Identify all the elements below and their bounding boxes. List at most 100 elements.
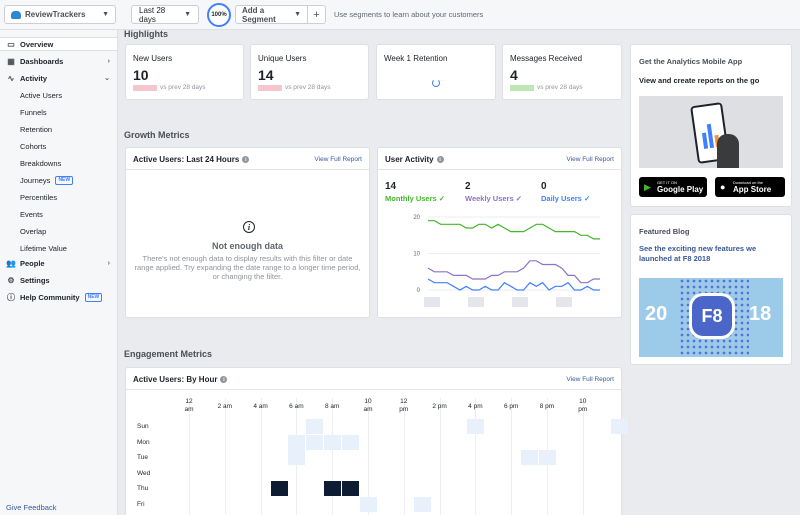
heatmap-cell[interactable] bbox=[324, 481, 342, 497]
stat-value: 10 bbox=[133, 67, 149, 83]
date-range-label: Last 28 days bbox=[139, 5, 166, 24]
info-icon[interactable]: i bbox=[436, 156, 444, 164]
give-feedback-link[interactable]: Give Feedback bbox=[6, 503, 57, 512]
heatmap-cell[interactable] bbox=[342, 434, 360, 450]
sidebar-item-active-users[interactable]: Active Users bbox=[0, 88, 118, 102]
heatmap-cell[interactable] bbox=[342, 481, 360, 497]
view-full-report-link[interactable]: View Full Report bbox=[566, 156, 614, 163]
google-play-icon: ▶ bbox=[644, 182, 651, 192]
heatmap-cell[interactable] bbox=[288, 450, 306, 466]
stat-compare: vs prev 28 days bbox=[133, 84, 206, 91]
heatmap-cell[interactable] bbox=[467, 419, 485, 434]
new-badge: NEW bbox=[55, 175, 74, 185]
mobile-app-card: Get the Analytics Mobile App View and cr… bbox=[630, 44, 792, 207]
hour-gridline bbox=[224, 398, 226, 515]
view-full-report-link[interactable]: View Full Report bbox=[566, 376, 614, 383]
app-store-small-text: Download on the bbox=[733, 180, 764, 185]
app-selector[interactable]: ReviewTrackers ▼ bbox=[4, 5, 116, 24]
user-activity-chart: 20 10 0 bbox=[413, 215, 600, 307]
weekly-users-value: 2 bbox=[465, 181, 471, 192]
hour-gridline bbox=[332, 398, 334, 515]
change-indicator bbox=[133, 84, 157, 91]
heatmap-cell[interactable] bbox=[360, 497, 377, 512]
hand-icon bbox=[717, 134, 739, 168]
hour-gridline bbox=[260, 398, 262, 515]
new-users-card[interactable]: New Users 10 vs prev 28 days bbox=[125, 44, 244, 100]
sidebar-item-label: Dashboards bbox=[20, 56, 64, 66]
sidebar-item-settings[interactable]: ⚙ Settings bbox=[0, 273, 118, 287]
heatmap-cell[interactable] bbox=[610, 419, 628, 434]
heatmap-cell[interactable] bbox=[288, 434, 306, 450]
sidebar-item-overlap[interactable]: Overlap bbox=[0, 224, 118, 238]
hour-label: 8 pm bbox=[539, 403, 555, 410]
unique-users-card[interactable]: Unique Users 14 vs prev 28 days bbox=[250, 44, 369, 100]
top-bar: ReviewTrackers ▼ Last 28 days ▼ 100% Add… bbox=[0, 0, 800, 30]
card-header: User Activity i View Full Report bbox=[378, 148, 621, 170]
engagement-metrics-title: Engagement Metrics bbox=[124, 349, 213, 359]
sidebar-item-funnels[interactable]: Funnels bbox=[0, 105, 118, 119]
featured-blog-title: Featured Blog bbox=[639, 227, 690, 236]
sidebar-item-lifetime-value[interactable]: Lifetime Value bbox=[0, 241, 118, 255]
sidebar-item-label: Retention bbox=[20, 124, 53, 134]
google-play-button[interactable]: ▶ GET IT ON Google Play bbox=[639, 177, 707, 197]
heatmap-cell[interactable] bbox=[324, 434, 342, 450]
sidebar-item-label: Cohorts bbox=[20, 141, 47, 151]
y-tick-label: 0 bbox=[417, 288, 421, 294]
monthly-users-toggle[interactable]: Monthly Users ✓ bbox=[385, 194, 446, 203]
add-segment-button[interactable]: Add a Segment ▼ bbox=[235, 5, 308, 24]
sidebar-item-label: Events bbox=[20, 209, 43, 219]
gear-icon: ⚙ bbox=[7, 275, 15, 285]
sidebar-item-people[interactable]: 👥 People › bbox=[0, 256, 118, 270]
daily-users-toggle[interactable]: Daily Users ✓ bbox=[541, 194, 591, 203]
heatmap-cell[interactable] bbox=[539, 450, 556, 466]
sidebar-item-label: People bbox=[20, 258, 45, 268]
add-segment-plus-button[interactable]: + bbox=[308, 5, 326, 24]
hour-label: 4 pm bbox=[468, 403, 483, 410]
series-line-monthly-users bbox=[428, 220, 600, 240]
x-tick-label-redacted bbox=[556, 297, 572, 307]
week1-retention-card[interactable]: Week 1 Retention bbox=[376, 44, 496, 100]
sidebar-item-breakdowns[interactable]: Breakdowns bbox=[0, 156, 118, 170]
heatmap-cell[interactable] bbox=[413, 497, 431, 512]
sidebar-item-label: Journeys bbox=[20, 175, 51, 185]
mobile-app-title: Get the Analytics Mobile App bbox=[639, 57, 743, 66]
sidebar-item-journeys[interactable]: Journeys NEW bbox=[0, 173, 118, 187]
sidebar-item-retention[interactable]: Retention bbox=[0, 122, 118, 136]
active-users-24h-card: Active Users: Last 24 Hours i View Full R… bbox=[125, 147, 370, 318]
sample-percent-indicator[interactable]: 100% bbox=[207, 3, 231, 27]
view-full-report-link[interactable]: View Full Report bbox=[314, 156, 362, 163]
hour-gridline bbox=[511, 398, 513, 515]
series-line-daily-users bbox=[427, 278, 600, 291]
app-name: ReviewTrackers bbox=[25, 10, 86, 19]
sidebar-item-events[interactable]: Events bbox=[0, 207, 118, 221]
app-store-button[interactable]: ● Download on the App Store bbox=[715, 177, 785, 197]
info-icon[interactable]: i bbox=[242, 156, 250, 164]
hour-label: 6 pm bbox=[503, 403, 519, 410]
info-icon[interactable]: i bbox=[220, 376, 228, 384]
hour-gridline bbox=[439, 398, 441, 515]
sidebar-item-percentiles[interactable]: Percentiles bbox=[0, 190, 118, 204]
card-title: Active Users: By Hour i bbox=[133, 375, 228, 384]
f8-blog-image[interactable]: 20 F8 18 bbox=[639, 278, 783, 357]
hour-label: 12 pm bbox=[399, 398, 409, 413]
sidebar-item-cohorts[interactable]: Cohorts bbox=[0, 139, 118, 153]
blog-article-link[interactable]: See the exciting new features we launche… bbox=[639, 244, 757, 263]
add-segment-label: Add a Segment bbox=[242, 5, 276, 24]
heatmap-cell[interactable] bbox=[306, 434, 324, 450]
app-store-big-text: App Store bbox=[733, 185, 772, 194]
heatmap-cell[interactable] bbox=[306, 419, 324, 434]
sidebar-item-help-community[interactable]: ⓘ Help Community NEW bbox=[0, 290, 118, 304]
heatmap-cell[interactable] bbox=[270, 481, 288, 497]
heatmap-cell[interactable] bbox=[521, 450, 539, 466]
sidebar: ▭ Overview ▦ Dashboards › ∿ Activity ⌄ A… bbox=[0, 30, 118, 515]
weekly-users-toggle[interactable]: Weekly Users ✓ bbox=[465, 194, 523, 203]
messages-received-card[interactable]: Messages Received 4 vs prev 28 days bbox=[502, 44, 622, 100]
card-title-text: Active Users: By Hour bbox=[133, 375, 218, 384]
sidebar-item-activity[interactable]: ∿ Activity ⌄ bbox=[0, 71, 118, 85]
sidebar-item-dashboards[interactable]: ▦ Dashboards › bbox=[0, 54, 118, 68]
chevron-down-icon: ▼ bbox=[184, 11, 191, 18]
x-tick-label-redacted bbox=[424, 297, 440, 307]
date-range-selector[interactable]: Last 28 days ▼ bbox=[131, 5, 199, 24]
stat-label: Unique Users bbox=[258, 54, 307, 63]
sidebar-item-overview[interactable]: ▭ Overview bbox=[0, 37, 118, 51]
